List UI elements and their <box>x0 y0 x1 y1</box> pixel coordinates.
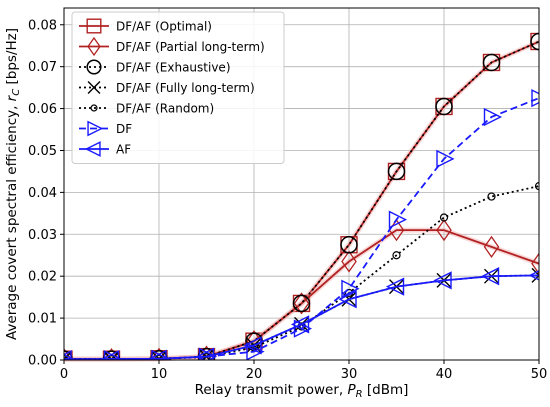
series-glow <box>64 227 540 362</box>
legend-box <box>71 11 285 164</box>
legend-entry: AF <box>79 141 131 157</box>
x-tick-label: 20 <box>246 367 263 382</box>
legend-marker <box>87 36 101 57</box>
legend-marker <box>90 104 98 112</box>
legend-label: DF <box>116 122 132 136</box>
data-point <box>534 181 539 191</box>
data-point <box>246 342 265 360</box>
data-point <box>387 162 406 181</box>
data-point <box>340 236 358 254</box>
series-1 <box>64 218 540 362</box>
y-tick-label: 0.00 <box>28 354 57 369</box>
x-axis-title: Relay transmit power, PR [dBm] <box>195 382 409 400</box>
legend-label: DF/AF (Random) <box>116 102 214 116</box>
legend-marker <box>84 141 101 157</box>
data-point <box>480 267 500 286</box>
y-tick-label: 0.05 <box>28 144 57 159</box>
legend-label: DF/AF (Exhaustive) <box>116 61 231 75</box>
data-point <box>64 350 72 360</box>
data-point <box>64 351 72 360</box>
y-tick-label: 0.07 <box>28 60 57 75</box>
x-tick-label: 40 <box>436 367 453 382</box>
data-point <box>100 350 120 360</box>
data-point <box>148 349 167 360</box>
x-tick-label: 50 <box>531 367 548 382</box>
data-point <box>385 277 405 296</box>
legend-entry: DF <box>79 120 132 137</box>
data-point <box>341 250 357 273</box>
legend-marker <box>86 59 102 75</box>
data-point <box>531 267 539 283</box>
data-point <box>530 32 539 51</box>
series-6 <box>64 267 540 361</box>
legend-label: DF/AF (Partial long-term) <box>116 40 265 54</box>
x-tick-label: 0 <box>60 367 68 382</box>
legend-entry: DF/AF (Fully long-term) <box>79 81 255 95</box>
plot-frame <box>63 7 540 361</box>
legend: DF/AF (Optimal) DF/AF (Partial long-term)… <box>71 11 285 164</box>
legend-marker <box>87 120 104 137</box>
data-point <box>483 107 503 127</box>
data-point <box>151 347 167 360</box>
data-point <box>435 97 453 116</box>
legend-label: DF/AF (Fully long-term) <box>116 81 255 95</box>
data-point <box>482 53 501 72</box>
data-point <box>433 271 452 290</box>
data-point <box>528 270 539 281</box>
data-point <box>531 252 539 275</box>
legend-label: DF/AF (Optimal) <box>116 20 212 34</box>
data-point <box>436 149 455 168</box>
y-tick-label: 0.01 <box>28 312 57 327</box>
y-tick-label: 0.04 <box>28 186 57 201</box>
data-point <box>341 279 360 298</box>
legend-label: AF <box>116 143 131 157</box>
y-tick-label: 0.08 <box>28 18 57 33</box>
series-3 <box>64 267 540 361</box>
legend-marker <box>86 18 102 34</box>
y-tick-label: 0.03 <box>28 228 57 243</box>
data-point <box>198 345 215 360</box>
data-point <box>292 294 311 313</box>
legend-entry: DF/AF (Exhaustive) <box>79 59 231 75</box>
tick-layer: 0 10 20 30 40 50 0.00 0.01 0.02 0.03 0.04 0.05 0.06 0… <box>28 18 547 382</box>
data-point <box>195 347 215 360</box>
data-point <box>64 353 75 360</box>
y-tick-label: 0.06 <box>28 102 57 117</box>
series-4 <box>64 181 540 361</box>
x-tick-label: 10 <box>151 367 168 382</box>
data-point <box>388 210 408 229</box>
data-point <box>392 251 401 260</box>
data-point <box>103 348 120 360</box>
legend-marker <box>87 81 101 94</box>
data-point <box>338 290 357 309</box>
data-point <box>487 192 496 201</box>
y-axis-title: Average covert spectral efficiency, rC [… <box>4 28 22 340</box>
series-line <box>64 274 540 361</box>
series-layer <box>64 32 541 362</box>
y-tick-label: 0.02 <box>28 270 57 285</box>
series-line <box>64 274 540 361</box>
data-point <box>293 292 310 315</box>
data-point <box>436 218 452 242</box>
series-line <box>64 229 540 361</box>
data-point <box>290 315 310 334</box>
data-point <box>64 348 72 360</box>
legend-entry: DF/AF (Partial long-term) <box>79 36 265 57</box>
data-point <box>439 213 449 222</box>
data-point <box>483 235 500 258</box>
data-point <box>531 88 539 108</box>
legend-entry: DF/AF (Optimal) <box>79 18 212 34</box>
legend-entry: DF/AF (Random) <box>79 102 214 116</box>
x-tick-label: 30 <box>341 367 358 382</box>
data-point <box>243 336 262 355</box>
